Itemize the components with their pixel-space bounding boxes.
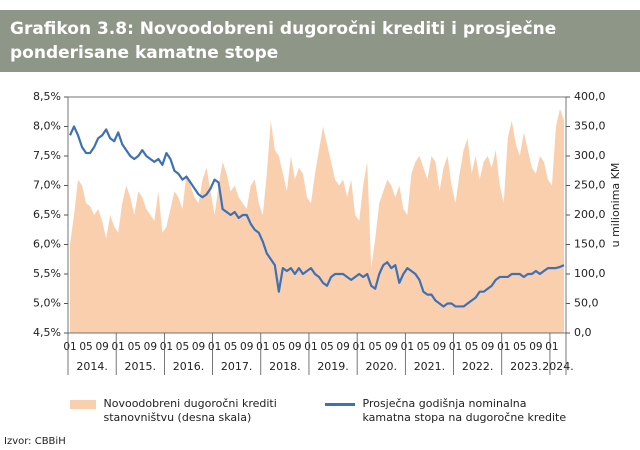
x-tick-label: 05 [128, 341, 141, 353]
x-tick-label: 09 [481, 341, 494, 353]
y-tick-label: 4,5% [33, 326, 61, 339]
y-tick-label: 6,0% [33, 238, 61, 251]
x-tick-label: 01 [256, 341, 269, 353]
x-tick-label: 05 [417, 341, 430, 353]
y2-tick-label: 50,0 [574, 297, 599, 310]
x-tick-label: 05 [369, 341, 382, 353]
legend-line: Prosječna godišnja nominalna kamatna sto… [325, 397, 578, 425]
year-label: 2016. [173, 360, 205, 373]
x-tick-label: 05 [224, 341, 237, 353]
x-tick-label: 05 [465, 341, 478, 353]
year-label: 2014. [76, 360, 108, 373]
y-tick-label: 7,5% [33, 149, 61, 162]
y2-tick-label: 200,0 [574, 208, 606, 221]
x-tick-label: 01 [352, 341, 365, 353]
x-tick-label: 09 [336, 341, 349, 353]
y-tick-label: 7,0% [33, 179, 61, 192]
y-tick-label: 5,0% [33, 297, 61, 310]
x-tick-label: 01 [208, 341, 221, 353]
year-label: 2020. [366, 360, 398, 373]
x-tick-label: 05 [176, 341, 189, 353]
legend-swatch [325, 403, 355, 406]
y2-tick-label: 250,0 [574, 179, 606, 192]
y-tick-label: 5,5% [33, 267, 61, 280]
x-tick-label: 09 [433, 341, 446, 353]
x-tick-label: 01 [449, 341, 462, 353]
source: Izvor: CBBiH [4, 436, 66, 447]
y2-tick-label: 150,0 [574, 238, 606, 251]
chart: 4,5% 5,0% 5,5% 6,0% 6,5% 7,0% 7,5% 8,0% 8,5% 0,0 5… [33, 90, 622, 375]
x-tick-label: 01 [112, 341, 125, 353]
x-tick-label: 09 [192, 341, 205, 353]
legend-swatch [70, 400, 96, 409]
y2-tick-label: 300,0 [574, 149, 606, 162]
y-tick-label: 8,0% [33, 120, 61, 133]
year-label: 2015. [125, 360, 157, 373]
x-tick-label: 05 [513, 341, 526, 353]
y2-tick-label: 100,0 [574, 267, 606, 280]
year-label: 2022. [462, 360, 494, 373]
x-tick-label: 09 [288, 341, 301, 353]
x-tick-label: 01 [401, 341, 414, 353]
x-tick-label: 09 [529, 341, 542, 353]
legend-area: Novoodobreni dugoročni krediti stanovniš… [70, 397, 279, 425]
x-tick-label: 09 [95, 341, 108, 353]
year-label: 2017. [221, 360, 253, 373]
x-tick-label: 09 [144, 341, 157, 353]
year-label: 2019. [317, 360, 349, 373]
x-tick-label: 05 [79, 341, 92, 353]
area [70, 108, 564, 333]
y-tick-label: 6,5% [33, 208, 61, 221]
year-label: 2024. [542, 360, 574, 373]
year-label: 2018. [269, 360, 301, 373]
y-tick-label: 8,5% [33, 90, 61, 103]
chart-title: Grafikon 3.8: Novoodobreni dugoročni kre… [0, 10, 640, 72]
y2-tick-label: 350,0 [574, 120, 606, 133]
x-tick-label: 01 [160, 341, 173, 353]
x-tick-label: 01 [304, 341, 317, 353]
x-tick-label: 05 [320, 341, 333, 353]
legend-label: Novoodobreni dugoročni krediti stanovniš… [103, 397, 277, 424]
x-tick-label: 01 [63, 341, 76, 353]
year-label: 2023. [510, 360, 542, 373]
y2-axis-title: u milionima KM [609, 163, 622, 248]
legend-label: Prosječna godišnja nominalna kamatna sto… [362, 397, 567, 424]
x-tick-label: 09 [240, 341, 253, 353]
year-label: 2021. [414, 360, 446, 373]
line [69, 125, 565, 308]
x-tick-label: 09 [385, 341, 398, 353]
y2-tick-label: 400,0 [574, 90, 606, 103]
x-tick-label: 01 [545, 341, 558, 353]
x-tick-label: 05 [272, 341, 285, 353]
x-tick-label: 01 [497, 341, 510, 353]
y2-tick-label: 0,0 [574, 326, 592, 339]
